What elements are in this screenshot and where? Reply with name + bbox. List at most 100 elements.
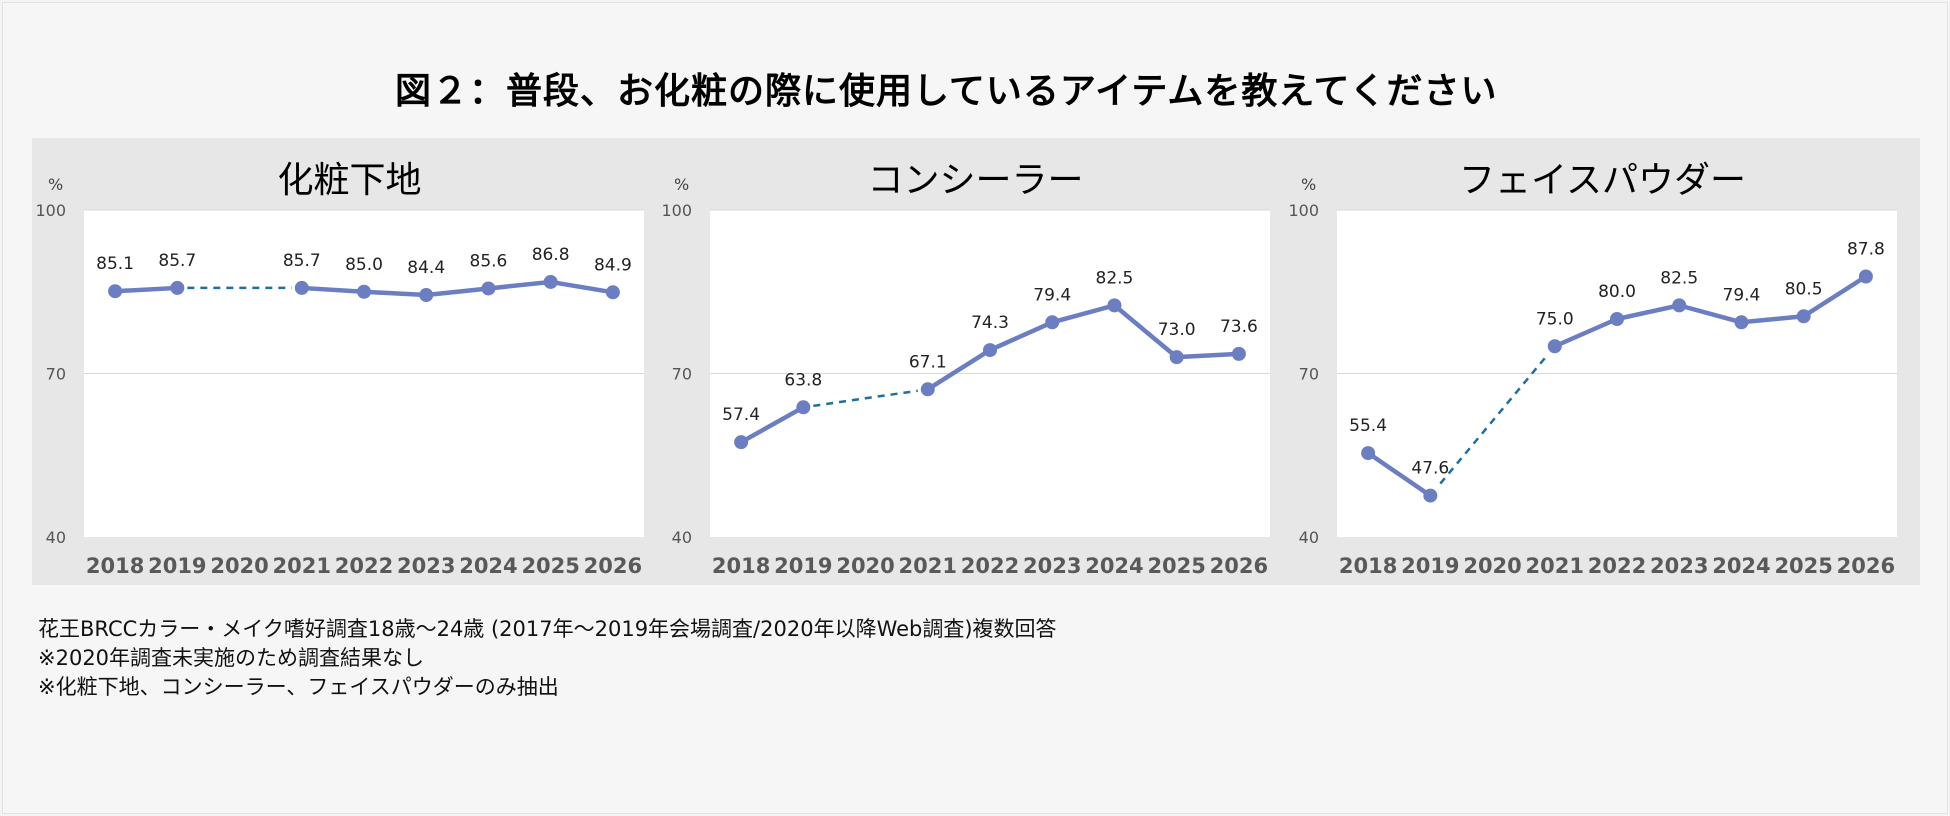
x-tick-label: 2021: [1526, 554, 1584, 578]
chart-panel-foundation: 化粧下地% 40 70 100 2018 2019 2020 2021 2022 2023 2024…: [32, 138, 667, 585]
data-label: 73.6: [1220, 317, 1258, 337]
data-point: [1734, 315, 1749, 330]
data-point: [294, 280, 309, 295]
data-label: 55.4: [1349, 416, 1387, 436]
chart-title: フェイスパウダー: [1459, 160, 1746, 201]
x-tick-label: 2022: [1588, 554, 1646, 578]
x-tick-label: 2024: [1712, 554, 1770, 578]
data-label: 74.3: [971, 313, 1009, 333]
data-label: 47.6: [1411, 459, 1449, 479]
x-tick-label: 2025: [521, 554, 579, 578]
series-line-segment: [1112, 303, 1179, 360]
data-point: [920, 382, 935, 397]
data-point: [419, 288, 434, 303]
data-point: [1858, 269, 1873, 284]
data-point: [1796, 309, 1811, 324]
data-label: 63.8: [784, 370, 822, 390]
y-tick-label: 40: [46, 528, 66, 547]
series-line-segment: [1676, 303, 1744, 325]
data-label: 86.8: [532, 245, 570, 265]
x-tick-label: 2023: [397, 554, 455, 578]
data-point: [796, 400, 811, 415]
data-point: [1169, 350, 1184, 365]
y-tick-label: 70: [46, 365, 66, 384]
chart-svg: フェイスパウダー% 40 70 100 2018 2019 2020 2021 2022 2023…: [1288, 160, 1897, 578]
data-label: 75.0: [1536, 309, 1574, 329]
series-line-segment: [423, 286, 491, 298]
data-point: [481, 281, 496, 296]
x-tick-label: 2019: [1401, 554, 1459, 578]
data-label: 85.1: [96, 254, 134, 274]
data-point: [1423, 488, 1438, 503]
data-label: 57.4: [722, 405, 760, 425]
data-label: 85.7: [283, 251, 321, 271]
data-point: [1361, 446, 1376, 461]
data-label: 85.6: [470, 251, 508, 271]
series-line-segment: [1552, 316, 1620, 349]
chart-panel-concealer: コンシーラー% 40 70 100 2018 2019 2020 2021 2022 2023 20…: [658, 138, 1293, 585]
data-label: 84.4: [407, 258, 445, 278]
series-line-segment: [1801, 274, 1869, 319]
footnote-scope: ※化粧下地、コンシーラー、フェイスパウダーのみ抽出: [38, 675, 559, 699]
x-tick-label: 2021: [273, 554, 331, 578]
y-tick-label: 70: [672, 365, 692, 384]
series-line-segment: [738, 405, 806, 445]
data-point: [983, 343, 997, 358]
chart-svg: 化粧下地% 40 70 100 2018 2019 2020 2021 2022 2023 2024…: [35, 160, 644, 578]
data-point: [170, 280, 185, 295]
data-label: 73.0: [1158, 320, 1196, 340]
chart-title: 化粧下地: [277, 160, 421, 201]
y-tick-label: 40: [1299, 528, 1319, 547]
footnotes: 花王BRCCカラー・メイク嗜好調査18歳～24歳 (2017年～2019年会場調…: [38, 615, 1057, 702]
x-tick-label: 2022: [335, 554, 393, 578]
data-point: [357, 284, 371, 299]
data-label: 85.0: [345, 255, 383, 275]
x-tick-label: 2020: [836, 554, 894, 578]
data-label: 82.5: [1660, 268, 1698, 288]
data-label: 80.5: [1785, 279, 1823, 299]
x-tick-label: 2020: [210, 554, 268, 578]
data-label: 82.5: [1096, 268, 1134, 288]
data-point: [605, 285, 620, 300]
data-label: 84.9: [594, 255, 632, 275]
y-unit-label: %: [48, 175, 63, 194]
data-point: [543, 274, 558, 289]
y-tick-label: 70: [1299, 365, 1319, 384]
x-tick-label: 2024: [459, 554, 517, 578]
data-point: [734, 435, 749, 450]
series-line-segment: [1365, 450, 1433, 498]
x-tick-label: 2019: [148, 554, 206, 578]
x-tick-label: 2024: [1085, 554, 1143, 578]
series-line-segment: [987, 320, 1055, 353]
chart-panel-face-powder: フェイスパウダー% 40 70 100 2018 2019 2020 2021 2022 2023…: [1285, 138, 1920, 585]
data-label: 67.1: [909, 352, 947, 372]
y-unit-label: %: [1301, 175, 1316, 194]
figure-title: 図２：普段、お化粧の際に使用しているアイテムを教えてください: [395, 71, 1498, 112]
series-line-segment: [548, 279, 616, 295]
y-tick-label: 40: [672, 528, 692, 547]
x-tick-label: 2025: [1147, 554, 1205, 578]
data-point: [1107, 298, 1122, 313]
data-point: [1610, 312, 1624, 326]
data-point: [1045, 315, 1060, 330]
data-label: 80.0: [1598, 282, 1636, 302]
x-tick-label: 2026: [1837, 554, 1895, 578]
chart-title: コンシーラー: [867, 160, 1083, 201]
series-line-segment: [1614, 303, 1682, 322]
data-label: 87.8: [1847, 239, 1885, 259]
x-tick-label: 2023: [1650, 554, 1708, 578]
footnote-2020: ※2020年調査未実施のため調査結果なし: [38, 646, 425, 670]
x-tick-label: 2021: [899, 554, 957, 578]
x-tick-label: 2026: [584, 554, 642, 578]
x-tick-label: 2019: [774, 554, 832, 578]
x-tick-label: 2018: [712, 554, 770, 578]
x-tick-label: 2023: [1023, 554, 1081, 578]
footnote-source: 花王BRCCカラー・メイク嗜好調査18歳～24歳 (2017年～2019年会場調…: [38, 617, 1057, 641]
x-tick-label: 2018: [1339, 554, 1397, 578]
x-tick-label: 2020: [1463, 554, 1521, 578]
y-tick-label: 100: [35, 201, 66, 220]
series-line-segment: [299, 285, 367, 294]
gap-connector-dashed: [1439, 357, 1546, 485]
series-line-segment: [1049, 303, 1117, 325]
gap-connector-dashed: [813, 389, 918, 408]
